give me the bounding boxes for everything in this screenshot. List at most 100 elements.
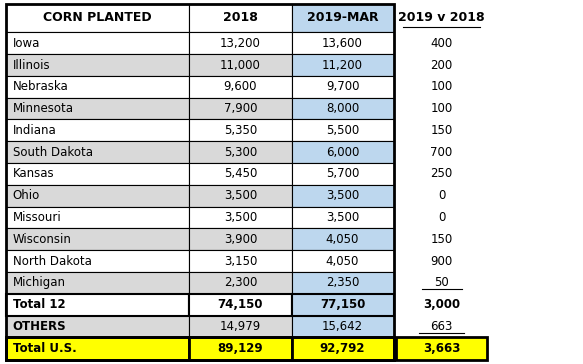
Bar — [189, 76, 292, 98]
Bar — [6, 272, 189, 294]
Text: 6,000: 6,000 — [326, 146, 359, 159]
Text: 3,500: 3,500 — [224, 211, 257, 224]
Text: 89,129: 89,129 — [217, 343, 264, 355]
Bar — [189, 337, 292, 360]
Bar — [292, 250, 394, 272]
Text: Minnesota: Minnesota — [13, 102, 74, 115]
Bar — [292, 229, 394, 250]
Text: 9,700: 9,700 — [326, 80, 359, 93]
Text: 3,500: 3,500 — [224, 189, 257, 202]
Bar — [6, 76, 189, 98]
Bar — [6, 316, 189, 337]
Text: 77,150: 77,150 — [320, 298, 365, 311]
Text: 150: 150 — [430, 233, 453, 246]
Text: 2018: 2018 — [223, 12, 258, 24]
Bar — [6, 250, 189, 272]
Text: 2,350: 2,350 — [326, 276, 359, 289]
Bar — [6, 119, 189, 141]
Bar — [189, 272, 292, 294]
Text: 3,000: 3,000 — [423, 298, 460, 311]
Text: 250: 250 — [430, 167, 453, 181]
Text: 150: 150 — [430, 124, 453, 137]
Bar — [6, 185, 189, 207]
Text: Ohio: Ohio — [13, 189, 40, 202]
Text: 4,050: 4,050 — [326, 255, 359, 268]
Bar — [189, 316, 292, 337]
Bar — [292, 32, 394, 54]
Bar — [292, 4, 394, 32]
Text: 15,642: 15,642 — [322, 320, 363, 333]
Bar — [189, 207, 292, 229]
Bar — [292, 316, 394, 337]
Text: South Dakota: South Dakota — [13, 146, 93, 159]
Text: 2019-MAR: 2019-MAR — [307, 12, 378, 24]
Text: 13,600: 13,600 — [322, 37, 363, 50]
Bar — [189, 229, 292, 250]
Bar — [189, 141, 292, 163]
Bar — [292, 141, 394, 163]
Text: Indiana: Indiana — [13, 124, 57, 137]
Text: 5,450: 5,450 — [224, 167, 257, 181]
Text: 11,200: 11,200 — [322, 59, 363, 71]
Bar — [189, 185, 292, 207]
Bar — [6, 4, 394, 360]
Text: Kansas: Kansas — [13, 167, 54, 181]
Text: 100: 100 — [430, 80, 453, 93]
Text: 74,150: 74,150 — [217, 298, 264, 311]
Text: 5,500: 5,500 — [326, 124, 359, 137]
Text: 11,000: 11,000 — [220, 59, 261, 71]
Text: 0: 0 — [438, 189, 445, 202]
Text: 5,300: 5,300 — [224, 146, 257, 159]
Bar — [292, 207, 394, 229]
Text: 5,350: 5,350 — [224, 124, 257, 137]
Text: Total 12: Total 12 — [13, 298, 65, 311]
Text: 200: 200 — [430, 59, 453, 71]
Text: 663: 663 — [430, 320, 453, 333]
Text: 8,000: 8,000 — [326, 102, 359, 115]
Bar — [189, 294, 292, 316]
Bar — [6, 54, 189, 76]
Text: 50: 50 — [434, 276, 449, 289]
Text: 7,900: 7,900 — [224, 102, 257, 115]
Text: 400: 400 — [430, 37, 453, 50]
Text: Total U.S.: Total U.S. — [13, 343, 76, 355]
Text: 9,600: 9,600 — [224, 80, 257, 93]
Bar — [6, 337, 394, 360]
Text: 3,500: 3,500 — [326, 211, 359, 224]
Text: CORN PLANTED: CORN PLANTED — [43, 12, 152, 24]
Bar — [189, 98, 292, 119]
Bar — [189, 250, 292, 272]
Bar — [6, 141, 189, 163]
Bar — [189, 54, 292, 76]
Text: 5,700: 5,700 — [326, 167, 359, 181]
Bar — [292, 185, 394, 207]
Bar — [189, 32, 292, 54]
Bar — [396, 337, 487, 360]
Text: Michigan: Michigan — [13, 276, 66, 289]
Bar — [6, 294, 189, 316]
Text: 3,150: 3,150 — [224, 255, 257, 268]
Bar — [189, 4, 292, 32]
Text: 14,979: 14,979 — [220, 320, 261, 333]
Text: 900: 900 — [430, 255, 453, 268]
Text: 2,300: 2,300 — [224, 276, 257, 289]
Text: Missouri: Missouri — [13, 211, 62, 224]
Text: 4,050: 4,050 — [326, 233, 359, 246]
Text: 700: 700 — [430, 146, 453, 159]
Bar — [189, 163, 292, 185]
Text: 0: 0 — [438, 211, 445, 224]
Bar — [292, 294, 394, 316]
Bar — [292, 98, 394, 119]
Bar — [6, 337, 189, 360]
Bar — [292, 272, 394, 294]
Bar — [6, 207, 189, 229]
Bar — [292, 119, 394, 141]
Bar — [189, 119, 292, 141]
Bar — [6, 229, 189, 250]
Text: 100: 100 — [430, 102, 453, 115]
Bar — [6, 4, 189, 32]
Bar — [292, 54, 394, 76]
Text: 2019 v 2018: 2019 v 2018 — [398, 12, 485, 24]
Bar — [292, 163, 394, 185]
Text: 3,500: 3,500 — [326, 189, 359, 202]
